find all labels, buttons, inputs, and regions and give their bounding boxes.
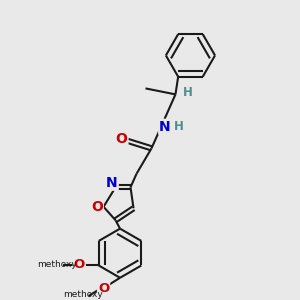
Text: O: O (98, 282, 109, 295)
Text: O: O (74, 258, 85, 272)
Text: methoxy: methoxy (37, 260, 77, 269)
Text: H: H (183, 86, 193, 99)
Text: O: O (91, 200, 103, 214)
Text: O: O (116, 132, 128, 146)
Text: N: N (159, 120, 171, 134)
Text: methoxy: methoxy (63, 290, 103, 299)
Text: N: N (106, 176, 118, 190)
Text: H: H (174, 120, 184, 133)
